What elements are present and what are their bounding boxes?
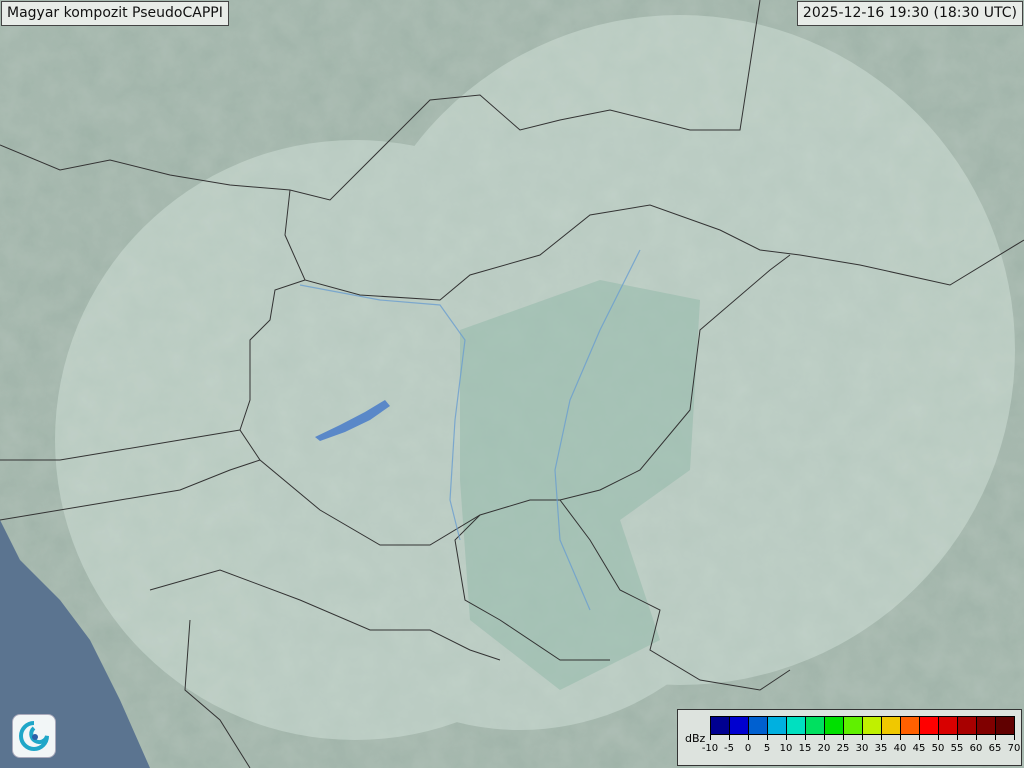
legend-tick-label: 0 bbox=[744, 743, 752, 754]
legend-tick-label: 70 bbox=[1007, 743, 1021, 754]
legend-tick-mark bbox=[919, 735, 920, 740]
legend-tick-label: 45 bbox=[912, 743, 926, 754]
legend-tick-label: -10 bbox=[701, 743, 719, 754]
legend-tick-label: 60 bbox=[969, 743, 983, 754]
legend-tick-mark bbox=[786, 735, 787, 740]
legend-tick-label: 25 bbox=[836, 743, 850, 754]
legend-tick-mark bbox=[805, 735, 806, 740]
legend-tick-mark bbox=[976, 735, 977, 740]
legend-color-cell bbox=[920, 717, 939, 734]
legend-tick-mark bbox=[710, 735, 711, 740]
legend-tick-label: 15 bbox=[798, 743, 812, 754]
legend-tick-label: 65 bbox=[988, 743, 1002, 754]
adriatic-sea bbox=[0, 520, 150, 768]
legend-color-cell bbox=[806, 717, 825, 734]
legend-color-cell bbox=[787, 717, 806, 734]
legend-color-bar bbox=[710, 716, 1015, 735]
legend-color-cell bbox=[958, 717, 977, 734]
legend-tick-mark bbox=[938, 735, 939, 740]
legend-tick-mark bbox=[957, 735, 958, 740]
legend-tick-mark bbox=[843, 735, 844, 740]
legend-tick-label: -5 bbox=[724, 743, 734, 754]
legend-color-cell bbox=[977, 717, 996, 734]
legend-color-cell bbox=[863, 717, 882, 734]
product-title: Magyar kompozit PseudoCAPPI bbox=[1, 1, 229, 26]
legend-color-cell bbox=[844, 717, 863, 734]
lake-balaton bbox=[315, 400, 390, 441]
legend-color-cell bbox=[901, 717, 920, 734]
legend-color-cell bbox=[882, 717, 901, 734]
timestamp: 2025-12-16 19:30 (18:30 UTC) bbox=[796, 1, 1023, 26]
legend-tick-mark bbox=[881, 735, 882, 740]
dbz-color-legend: dBz -10 -5 0 5 10 15 20 25 30 35 40 45 50 55 60 65 70 bbox=[677, 709, 1022, 766]
legend-tick-label: 55 bbox=[950, 743, 964, 754]
rivers bbox=[299, 249, 641, 611]
legend-tick-mark bbox=[824, 735, 825, 740]
legend-tick-mark bbox=[995, 735, 996, 740]
legend-tick-label: 30 bbox=[855, 743, 869, 754]
legend-tick-mark bbox=[1014, 735, 1015, 740]
legend-color-cell bbox=[711, 717, 730, 734]
legend-tick-label: 5 bbox=[763, 743, 771, 754]
legend-tick-mark bbox=[729, 735, 730, 740]
legend-tick-label: 20 bbox=[817, 743, 831, 754]
legend-tick-label: 40 bbox=[893, 743, 907, 754]
legend-tick-mark bbox=[862, 735, 863, 740]
radar-echo-area bbox=[460, 280, 700, 690]
legend-tick-mark bbox=[767, 735, 768, 740]
legend-tick-mark bbox=[900, 735, 901, 740]
legend-tick-label: 10 bbox=[779, 743, 793, 754]
legend-color-cell bbox=[730, 717, 749, 734]
legend-unit: dBz bbox=[685, 732, 706, 745]
legend-tick-label: 50 bbox=[931, 743, 945, 754]
weather-service-swirl-icon[interactable] bbox=[12, 714, 56, 758]
legend-color-cell bbox=[939, 717, 958, 734]
legend-color-cell bbox=[768, 717, 787, 734]
legend-tick-mark bbox=[748, 735, 749, 740]
legend-color-cell bbox=[996, 717, 1014, 734]
legend-color-cell bbox=[749, 717, 768, 734]
legend-tick-label: 35 bbox=[874, 743, 888, 754]
legend-color-cell bbox=[825, 717, 844, 734]
